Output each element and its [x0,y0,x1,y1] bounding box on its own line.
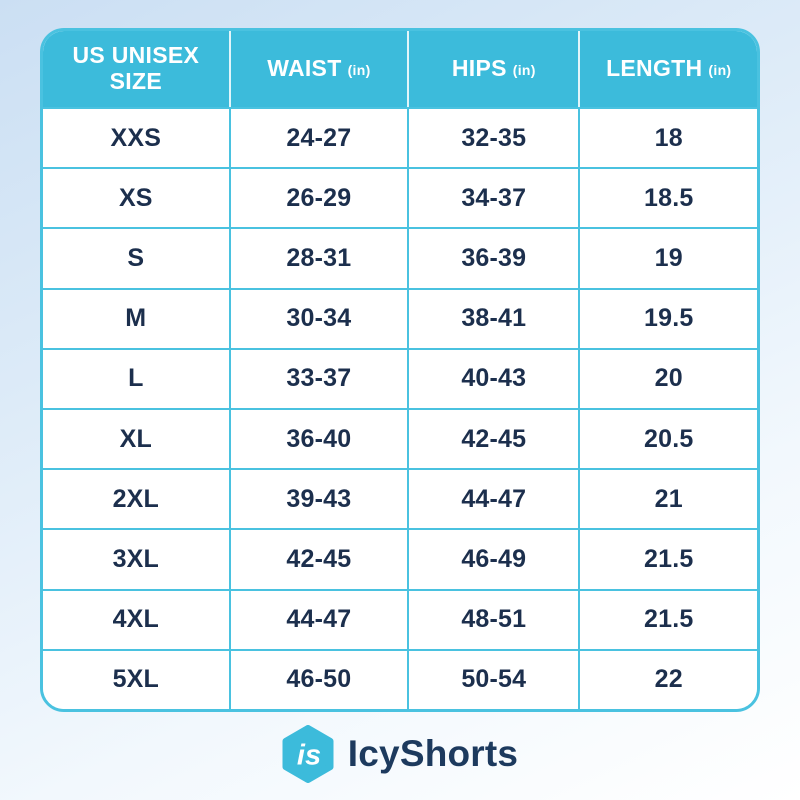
size-chart-table: US UNISEX SIZE WAIST (in) HIPS (in) LENG… [40,28,760,712]
size-cell: L [43,347,229,408]
column-header-unit: (in) [512,62,536,79]
column-header-label: WAIST [267,55,342,82]
waist-cell: 42-45 [228,528,408,589]
brand-footer: is IcyShorts [0,722,800,786]
table-header-row: US UNISEX SIZE WAIST (in) HIPS (in) LENG… [43,31,757,107]
column-header-label: US UNISEX SIZE [72,42,200,94]
waist-cell: 36-40 [228,408,408,469]
size-cell: 2XL [43,468,229,529]
hips-cell: 34-37 [407,167,579,228]
hips-cell: 36-39 [407,227,579,288]
length-cell: 21 [578,468,757,529]
length-cell: 21.5 [578,528,757,589]
table-body: XXS 24-27 32-35 18 XS 26-29 34-37 18.5 S… [43,107,757,709]
size-cell: 4XL [43,588,229,649]
waist-cell: 33-37 [228,347,408,408]
waist-cell: 44-47 [228,588,408,649]
length-cell: 20 [578,347,757,408]
hips-cell: 38-41 [407,287,579,348]
hips-cell: 48-51 [407,588,579,649]
hips-cell: 32-35 [407,107,579,168]
size-cell: XL [43,408,229,469]
waist-cell: 46-50 [228,648,408,709]
length-cell: 21.5 [578,588,757,649]
size-cell: S [43,227,229,288]
logo-monogram: is [297,740,321,772]
waist-cell: 24-27 [228,107,408,168]
length-cell: 18 [578,107,757,168]
waist-cell: 28-31 [228,227,408,288]
column-header-size: US UNISEX SIZE [43,31,229,107]
column-header-length: LENGTH (in) [578,31,757,107]
size-cell: XS [43,167,229,228]
column-header-unit: (in) [347,62,371,79]
hips-cell: 42-45 [407,408,579,469]
hips-cell: 46-49 [407,528,579,589]
column-header-waist: WAIST (in) [228,31,408,107]
column-header-label: LENGTH [606,55,703,82]
length-cell: 19.5 [578,287,757,348]
brand-name: IcyShorts [347,733,519,774]
hips-cell: 44-47 [407,468,579,529]
length-cell: 18.5 [578,167,757,228]
waist-cell: 39-43 [228,468,408,529]
size-cell: M [43,287,229,348]
size-cell: 5XL [43,648,229,709]
size-cell: XXS [43,107,229,168]
hips-cell: 50-54 [407,648,579,709]
length-cell: 22 [578,648,757,709]
column-header-hips: HIPS (in) [407,31,578,107]
waist-cell: 26-29 [228,167,408,228]
size-cell: 3XL [43,528,229,589]
icyshorts-hexagon-logo-icon: is [282,725,334,783]
column-header-label: HIPS [451,55,507,82]
hips-cell: 40-43 [407,347,579,408]
column-header-unit: (in) [708,62,732,79]
waist-cell: 30-34 [228,287,408,348]
length-cell: 19 [578,227,757,288]
length-cell: 20.5 [578,408,757,469]
